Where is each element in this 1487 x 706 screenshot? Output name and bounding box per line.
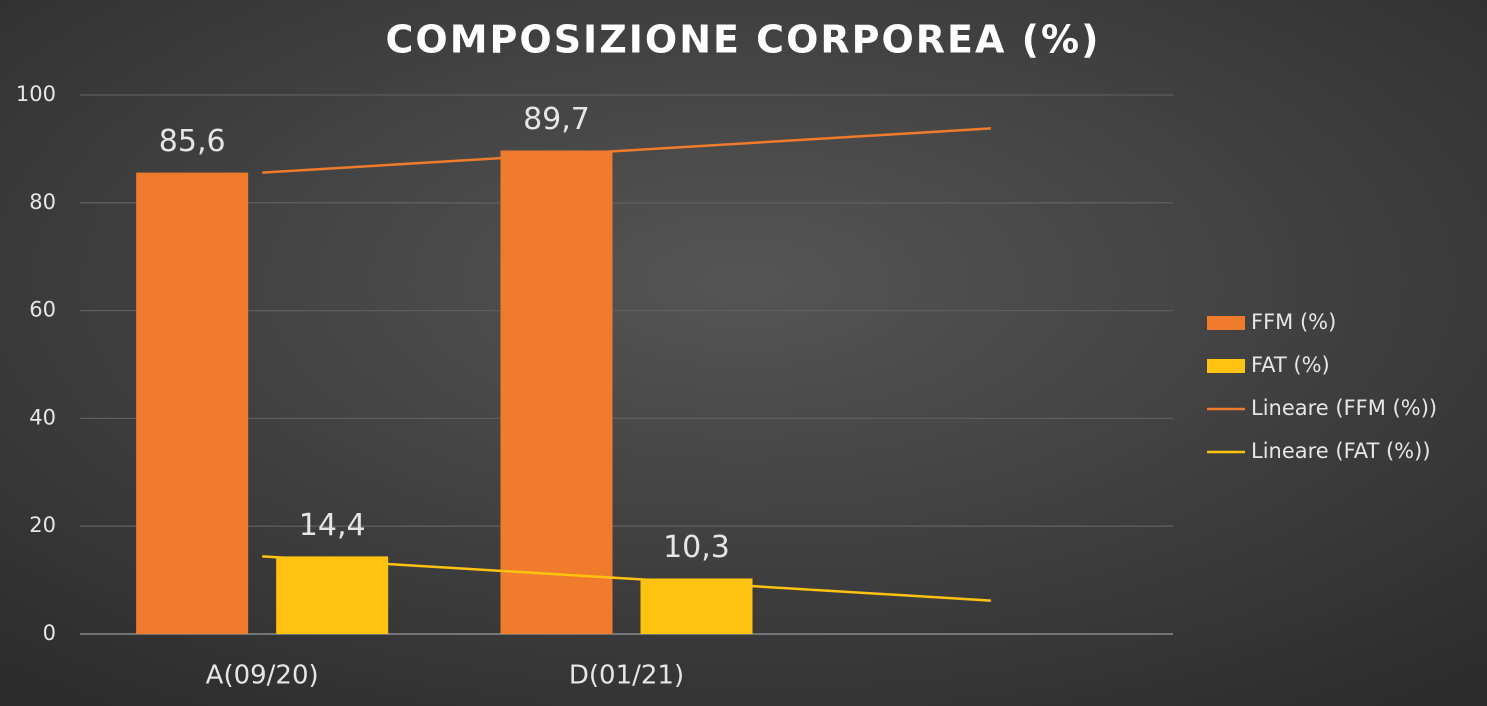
y-tick-label: 0 — [43, 621, 56, 645]
legend-label: FFM (%) — [1251, 310, 1336, 334]
value-label: 85,6 — [159, 124, 226, 159]
trend-line — [262, 127, 991, 174]
x-tick-label: D(01/21) — [569, 661, 684, 691]
y-tick-label: 20 — [29, 513, 56, 537]
legend-label: Lineare (FFM (%)) — [1251, 396, 1437, 420]
value-label: 10,3 — [663, 530, 730, 565]
legend-label: FAT (%) — [1251, 353, 1330, 377]
x-tick-label: A(09/20) — [206, 661, 319, 691]
legend-swatch — [1207, 359, 1245, 373]
legend-label: Lineare (FAT (%)) — [1251, 439, 1431, 463]
y-tick-label: 60 — [29, 298, 56, 322]
y-tick-label: 100 — [16, 82, 56, 106]
legend-swatch — [1207, 316, 1245, 330]
y-tick-label: 40 — [29, 405, 56, 429]
bar — [136, 172, 249, 634]
value-label: 89,7 — [523, 102, 590, 137]
bar — [276, 556, 389, 634]
trend-line — [262, 555, 991, 602]
bar — [500, 150, 613, 634]
value-label: 14,4 — [299, 508, 366, 543]
y-tick-label: 80 — [29, 190, 56, 214]
bar — [640, 578, 753, 634]
chart-title: COMPOSIZIONE CORPOREA (%) — [386, 18, 1101, 62]
